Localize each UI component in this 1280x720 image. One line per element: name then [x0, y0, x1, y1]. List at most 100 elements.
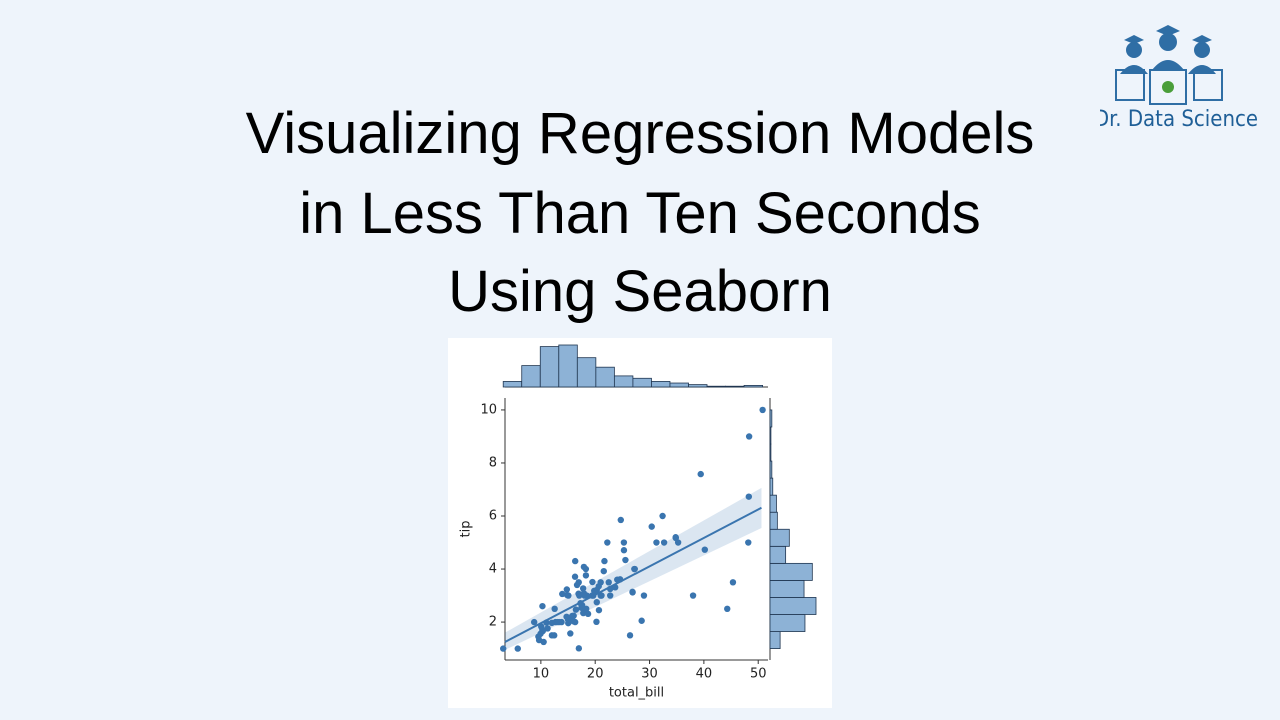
scatter-point — [605, 579, 612, 586]
x-tick-label: 40 — [696, 667, 713, 682]
histogram-bar — [769, 443, 772, 462]
histogram-bar — [769, 597, 817, 615]
scatter-point — [638, 617, 645, 624]
y-tick-label: 2 — [489, 615, 497, 630]
x-axis-label: total_bill — [609, 686, 664, 701]
histogram-bar — [502, 381, 523, 388]
scatter-point — [617, 516, 624, 524]
scatter-point — [563, 613, 570, 620]
x-tick-label: 20 — [587, 667, 604, 682]
scatter-point — [620, 547, 628, 554]
histogram-bar — [669, 382, 689, 388]
histogram-bar — [769, 494, 777, 513]
histogram-bar — [769, 528, 790, 547]
scatter-point — [593, 618, 600, 626]
scatter-point — [563, 586, 571, 593]
histogram-bar — [769, 409, 773, 428]
scatter-point — [672, 534, 679, 542]
histogram-bar — [632, 377, 652, 388]
histogram-bar — [706, 385, 726, 388]
scatter-point — [759, 406, 766, 414]
histogram-bar — [613, 375, 634, 388]
scatter-point — [689, 592, 697, 599]
x-tick-label: 50 — [750, 667, 767, 682]
y-tick-label: 6 — [489, 509, 497, 524]
scatter-point — [653, 539, 660, 546]
scatter-point — [572, 606, 580, 613]
histogram-bar — [769, 477, 774, 496]
scatter-point — [582, 565, 590, 573]
histogram-bar — [769, 460, 773, 479]
histogram-bar — [769, 631, 781, 649]
histogram-bar — [769, 426, 772, 445]
histogram-bar — [743, 385, 764, 388]
histogram-bar — [521, 365, 541, 388]
histogram-bar — [558, 344, 578, 388]
scatter-point — [631, 565, 638, 573]
histogram-bar — [769, 580, 805, 598]
scatter-point — [745, 433, 753, 440]
scatter-point — [697, 470, 704, 478]
scatter-point — [551, 632, 558, 639]
scatter-point — [548, 619, 556, 627]
histogram-bar — [595, 366, 615, 388]
y-tick-label: 10 — [480, 402, 497, 417]
histogram-bar — [539, 346, 560, 388]
scatter-point — [539, 602, 546, 610]
scatter-point — [530, 618, 538, 626]
scatter-point — [559, 590, 566, 598]
scatter-point — [571, 573, 579, 580]
scatter-point — [540, 638, 547, 646]
y-tick-label: 4 — [489, 562, 497, 577]
scatter-point — [538, 623, 545, 630]
scatter-point — [660, 539, 668, 546]
histogram-bar — [576, 357, 597, 388]
scatter-point — [582, 572, 590, 579]
logo: Dr. Data Science — [1100, 25, 1258, 132]
scatter-point — [570, 618, 577, 625]
scatter-point — [597, 592, 604, 599]
scatter-point — [622, 556, 629, 564]
scatter-point — [601, 557, 608, 565]
histogram-bar — [725, 385, 745, 388]
histogram-bar — [688, 384, 708, 388]
scatter-point — [580, 590, 588, 597]
scatter-point — [620, 539, 628, 546]
scatter-point — [573, 581, 581, 589]
scatter-point — [614, 576, 621, 583]
scatter-point — [648, 523, 655, 530]
scatter-point — [729, 579, 737, 586]
y-tick-label: 8 — [489, 455, 497, 470]
logo-text: Dr. Data Science — [1100, 107, 1258, 132]
x-tick-label: 30 — [641, 667, 658, 682]
scatter-point — [626, 632, 634, 639]
scatter-point — [589, 578, 596, 586]
scatter-point — [572, 557, 579, 565]
scatter-point — [554, 618, 561, 626]
title-line: in Less Than Ten Seconds — [299, 181, 981, 246]
regression-line — [504, 506, 762, 643]
scatter-point — [593, 598, 600, 606]
scatter-point — [600, 567, 607, 575]
scatter-point — [551, 605, 558, 613]
scatter-point — [604, 539, 611, 546]
scatter-point — [724, 605, 731, 613]
scatter-point — [544, 625, 551, 632]
scatter-point — [570, 612, 577, 619]
scatter-point — [575, 645, 583, 652]
scatter-point — [701, 546, 709, 553]
scatter-point — [500, 645, 507, 652]
histogram-bar — [769, 545, 787, 564]
scatter-point — [583, 605, 590, 613]
scatter-point — [565, 592, 572, 599]
scatter-point — [745, 539, 752, 546]
y-axis-label: tip — [459, 521, 474, 538]
histogram-bar — [769, 511, 778, 530]
chart: 10 20 30 40 50 2 4 6 8 10 total_bill tip — [448, 338, 832, 708]
scatter-point — [640, 592, 648, 599]
scatter-point — [595, 606, 603, 614]
histogram-bar — [769, 562, 813, 581]
scatter-point — [567, 630, 574, 637]
scatter-point — [745, 493, 753, 500]
histogram-bar — [769, 614, 806, 632]
